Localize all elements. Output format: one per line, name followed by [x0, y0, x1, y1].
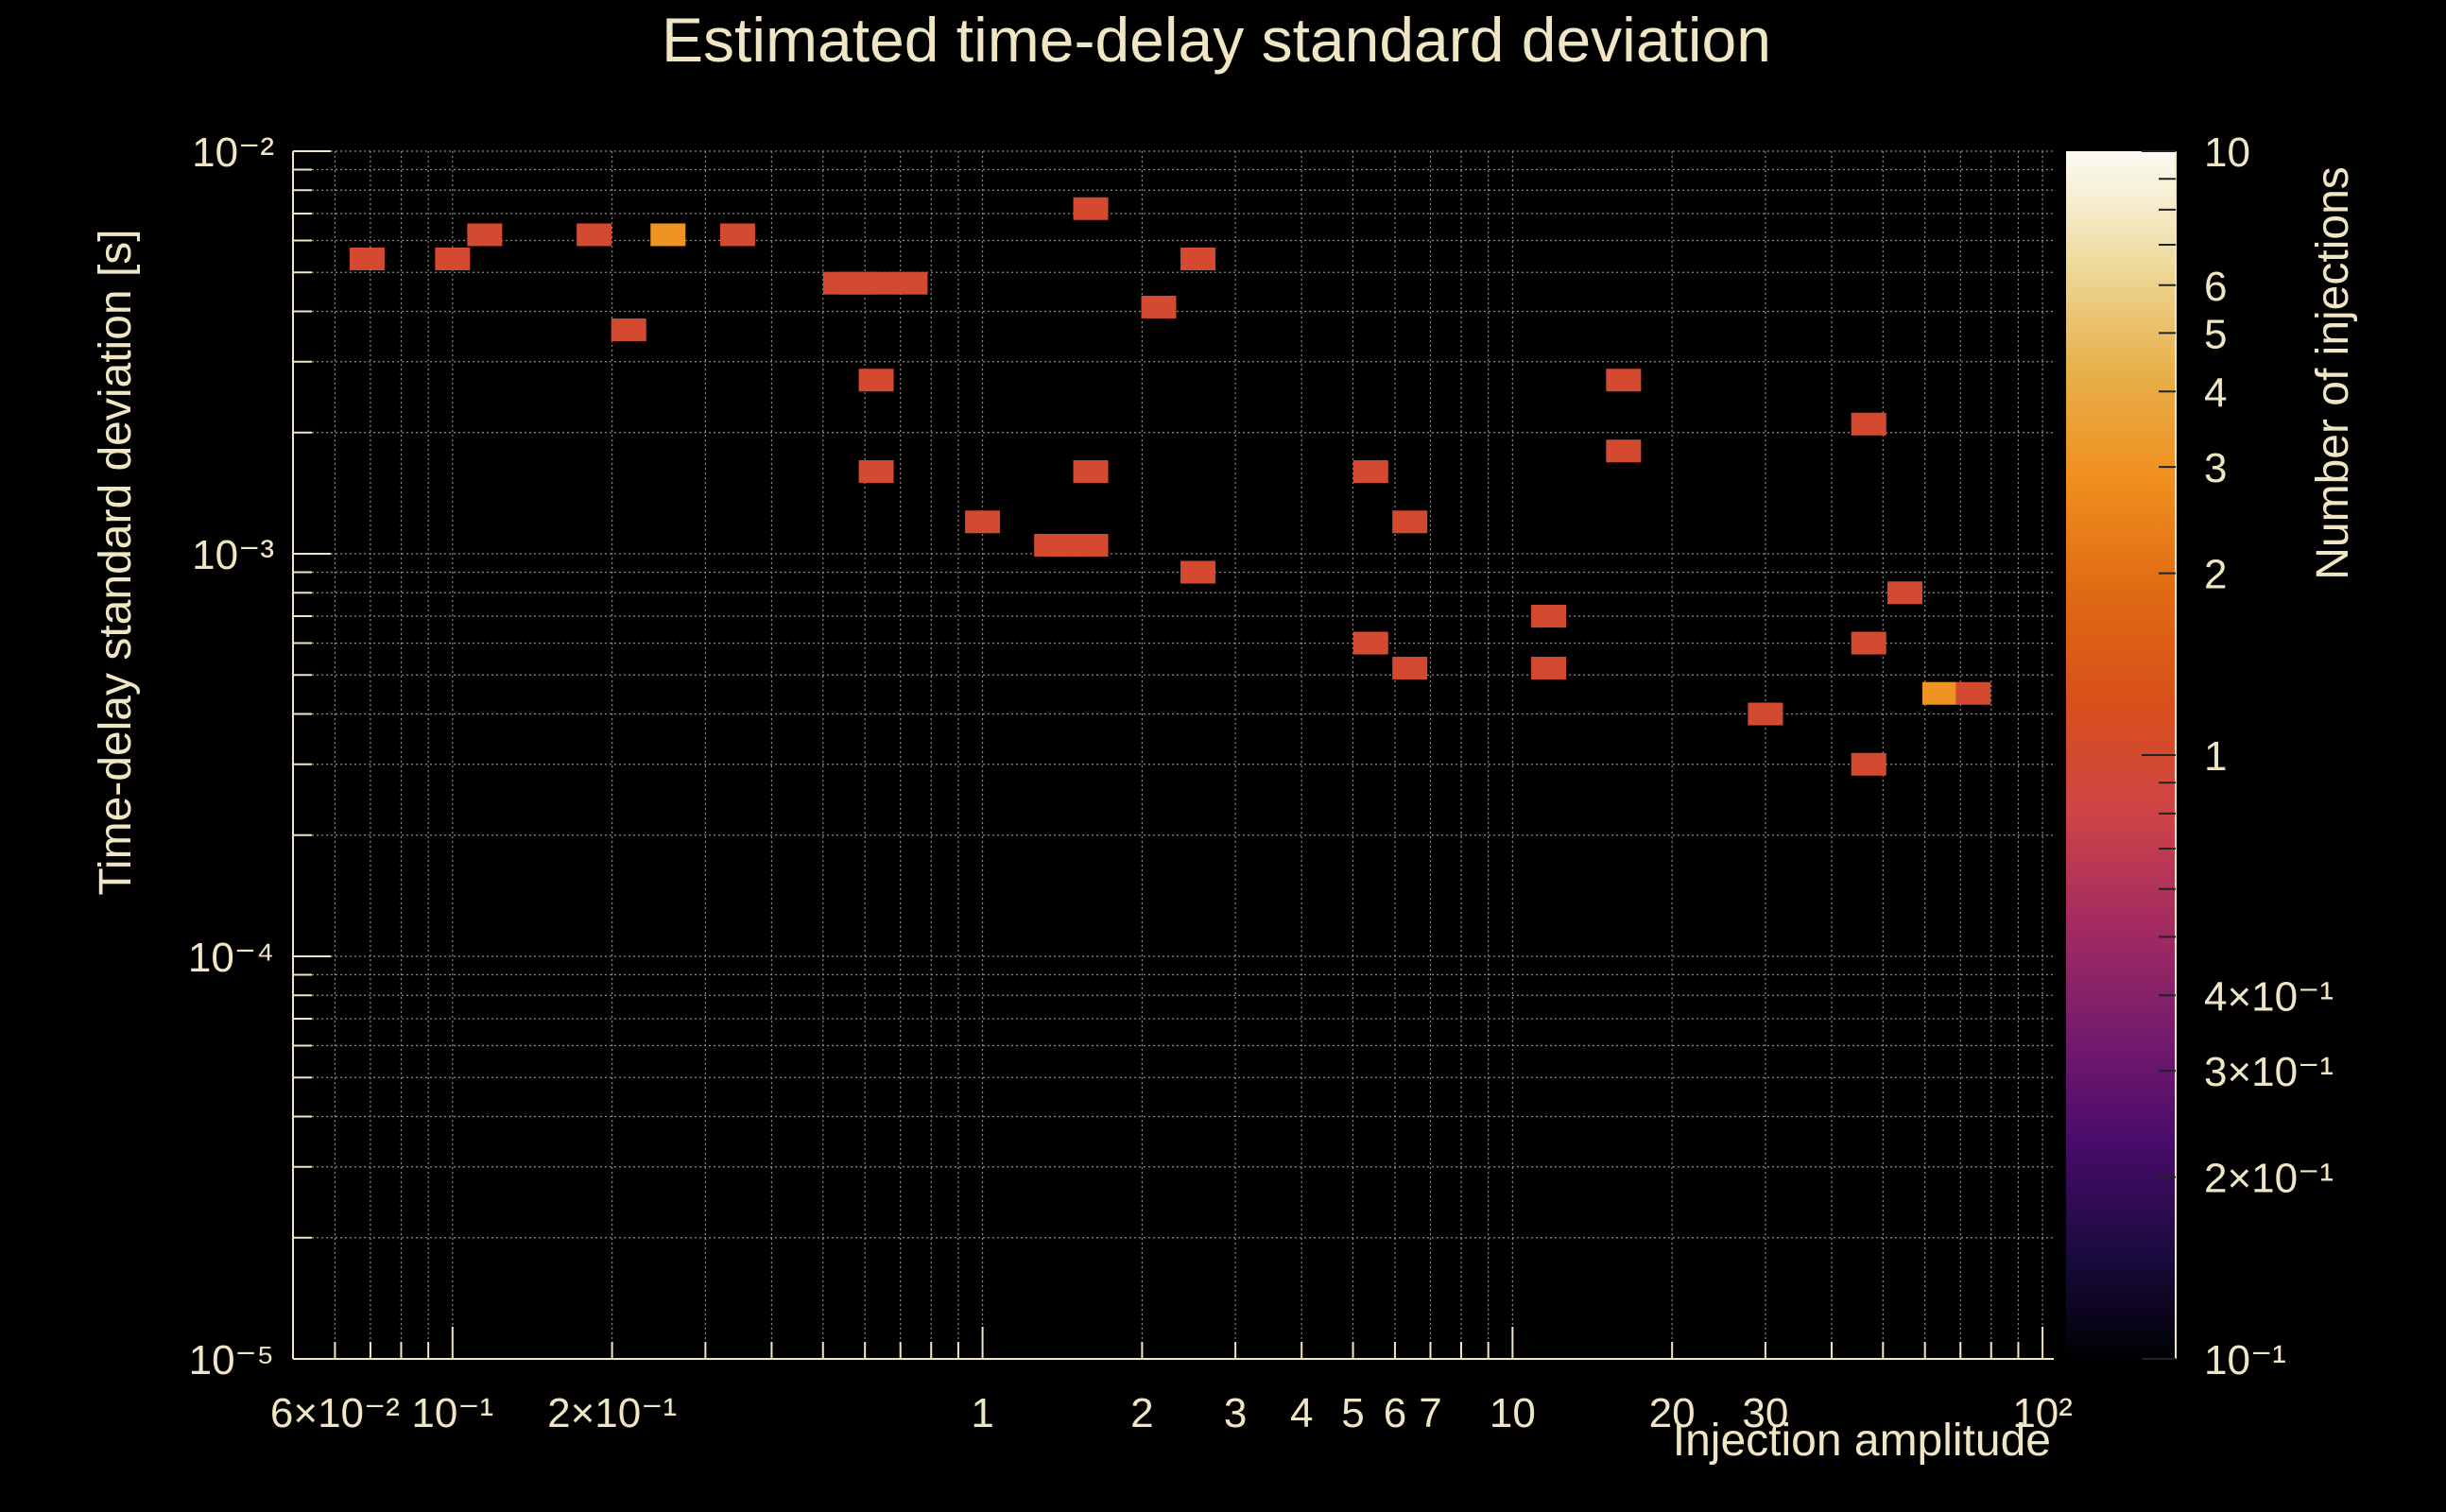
x-tick-label: 7: [1419, 1390, 1441, 1436]
colorbar-label: Number of injections: [2308, 166, 2358, 580]
heatmap-cell: [1073, 197, 1109, 220]
y-axis-label: Time-delay standard deviation [s]: [91, 229, 141, 895]
chart-title: Estimated time-delay standard deviation: [662, 5, 1771, 75]
colorbar-tick-label: 1: [2204, 733, 2227, 780]
x-tick-label: 10⁻¹: [411, 1390, 493, 1436]
colorbar-tick-label: 10⁻¹: [2204, 1337, 2286, 1383]
x-tick-label: 30: [1742, 1390, 1788, 1436]
heatmap-cell: [1392, 656, 1428, 679]
x-tick-label: 20: [1649, 1390, 1696, 1436]
y-tick-label: 10⁻²: [192, 129, 274, 176]
y-tick-label: 10⁻⁵: [189, 1337, 274, 1383]
heatmap-cell: [1531, 656, 1567, 679]
x-tick-label: 1: [971, 1390, 993, 1436]
y-tick-label: 10⁻⁴: [188, 935, 274, 981]
colorbar-tick-label: 6: [2204, 264, 2227, 310]
heatmap-cell: [650, 223, 686, 247]
heatmap-cell: [611, 318, 646, 342]
x-tick-label: 4: [1290, 1390, 1313, 1436]
colorbar-tick-label: 10: [2204, 129, 2250, 176]
heatmap-cell: [965, 510, 1001, 534]
heatmap-cell: [858, 369, 894, 392]
heatmap-cell: [1955, 681, 1991, 705]
x-tick-label: 10: [1490, 1390, 1536, 1436]
heatmap-cell: [1921, 681, 1957, 705]
heatmap-cell: [858, 271, 894, 295]
heatmap-cell: [1851, 752, 1886, 776]
y-tick-label: 10⁻³: [192, 532, 274, 578]
x-axis-label: Injection amplitude: [1673, 1416, 2051, 1466]
heatmap-cell: [1141, 295, 1177, 318]
heatmap-cell: [577, 223, 612, 247]
axes: 6×10⁻² 10⁻¹ 2×10⁻¹ 1 2 3 4 5 6 7 10 20 30 10² 10⁻⁵ 10⁻⁴…: [188, 129, 2073, 1436]
heatmap-cell: [1180, 248, 1216, 271]
heatmap-cell: [1073, 533, 1109, 557]
heatmap-cell: [1073, 460, 1109, 484]
heatmap-cell: [1352, 460, 1388, 484]
x-tick-label: 6: [1384, 1390, 1406, 1436]
heatmap-cell: [1851, 412, 1886, 436]
heatmap-cell: [349, 248, 385, 271]
heatmap-cell: [1392, 510, 1428, 534]
heatmap-cell: [892, 271, 928, 295]
x-tick-label: 6×10⁻²: [270, 1390, 400, 1436]
colorbar-tick-label: 4×10⁻¹: [2204, 973, 2334, 1020]
heatmap-cell: [1531, 604, 1567, 627]
x-tick-label: 5: [1341, 1390, 1364, 1436]
heatmap-cell: [858, 460, 894, 484]
colorbar-tick-label: 5: [2204, 311, 2227, 357]
colorbar-tick-label: 2×10⁻¹: [2204, 1156, 2334, 1202]
heatmap-cell: [719, 223, 755, 247]
x-tick-label: 2: [1130, 1390, 1153, 1436]
colorbar-tick-label: 2: [2204, 552, 2227, 598]
x-tick-label: 10²: [2012, 1390, 2073, 1436]
heatmap-cells: [349, 197, 1991, 776]
heatmap-cell: [1606, 439, 1642, 463]
x-tick-label: 2×10⁻¹: [547, 1390, 677, 1436]
heatmap-cell: [1887, 581, 1923, 605]
heatmap-cell: [1352, 631, 1388, 655]
heatmap-cell: [1606, 369, 1642, 392]
colorbar-tick-label: 4: [2204, 369, 2227, 416]
colorbar-tick-label: 3×10⁻¹: [2204, 1049, 2334, 1095]
grid: [292, 150, 2054, 1360]
heatmap-cell: [467, 223, 503, 247]
heatmap-cell: [1180, 560, 1216, 584]
heatmap-cell: [1851, 631, 1886, 655]
heatmap-cell: [1748, 702, 1783, 726]
colorbar-axis: 10 65 4 3 2 1 4×10⁻¹ 3×10⁻¹ 2×10⁻¹ 10⁻¹: [2142, 129, 2334, 1383]
colorbar-tick-label: 3: [2204, 445, 2227, 491]
heatmap-cell: [435, 248, 471, 271]
x-tick-label: 3: [1224, 1390, 1247, 1436]
